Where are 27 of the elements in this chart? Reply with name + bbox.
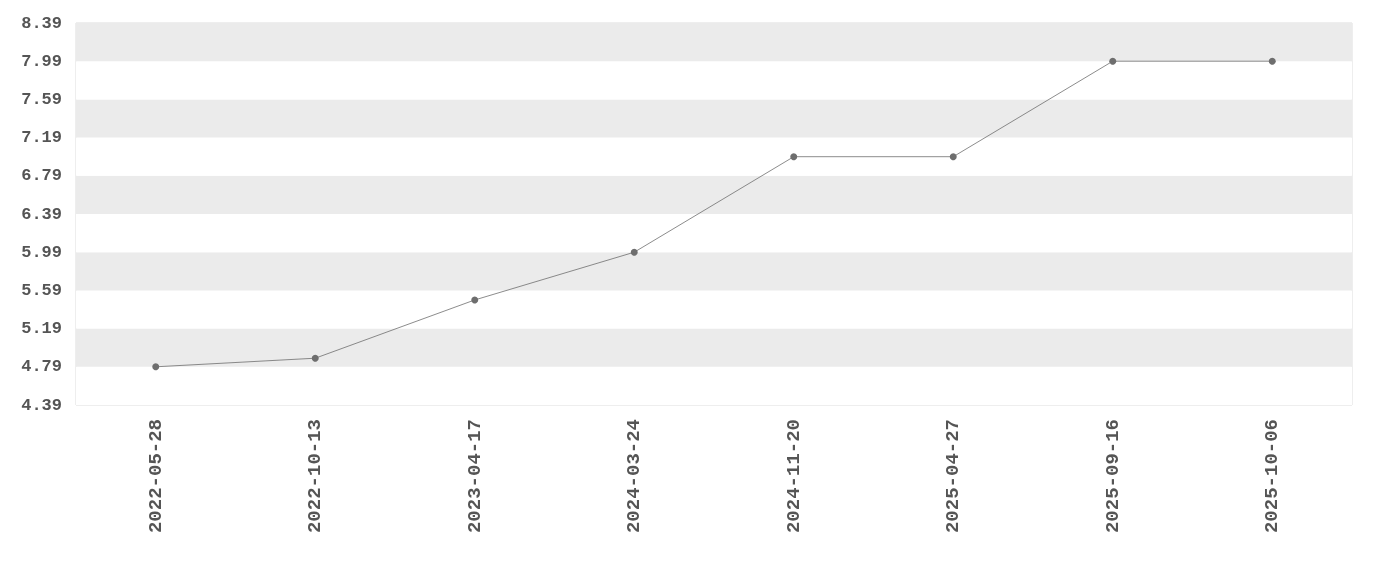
x-tick-label: 2022-10-13 bbox=[304, 419, 327, 534]
y-tick-label: 5.59 bbox=[21, 280, 62, 300]
x-tick-label: 2025-09-16 bbox=[1101, 419, 1124, 534]
y-tick-label: 8.39 bbox=[21, 13, 62, 33]
y-tick-label: 6.79 bbox=[21, 166, 62, 186]
point bbox=[790, 153, 798, 161]
point bbox=[1268, 57, 1276, 65]
y-tick-label: 5.19 bbox=[21, 319, 62, 339]
x-tick-label: 2025-04-27 bbox=[942, 419, 965, 534]
x-tick-label: 2024-03-24 bbox=[623, 419, 646, 534]
x-tick-label: 2025-10-06 bbox=[1261, 419, 1284, 534]
x-tick-label: 2024-11-20 bbox=[782, 419, 805, 534]
y-tick-label: 6.39 bbox=[21, 204, 62, 224]
x-tick-label: 2022-05-28 bbox=[144, 419, 167, 534]
point bbox=[471, 296, 479, 304]
point bbox=[152, 363, 160, 371]
point bbox=[630, 248, 638, 256]
point bbox=[311, 354, 319, 362]
y-tick-label: 4.39 bbox=[21, 395, 62, 415]
y-tick-label: 7.19 bbox=[21, 128, 62, 148]
x-tick-label: 2023-04-17 bbox=[463, 419, 486, 534]
y-tick-label: 7.99 bbox=[21, 51, 62, 71]
point bbox=[1109, 57, 1117, 65]
y-tick-label: 7.59 bbox=[21, 89, 62, 109]
point bbox=[949, 153, 957, 161]
y-tick-label: 4.79 bbox=[21, 357, 62, 377]
y-tick-label: 5.99 bbox=[21, 242, 62, 262]
